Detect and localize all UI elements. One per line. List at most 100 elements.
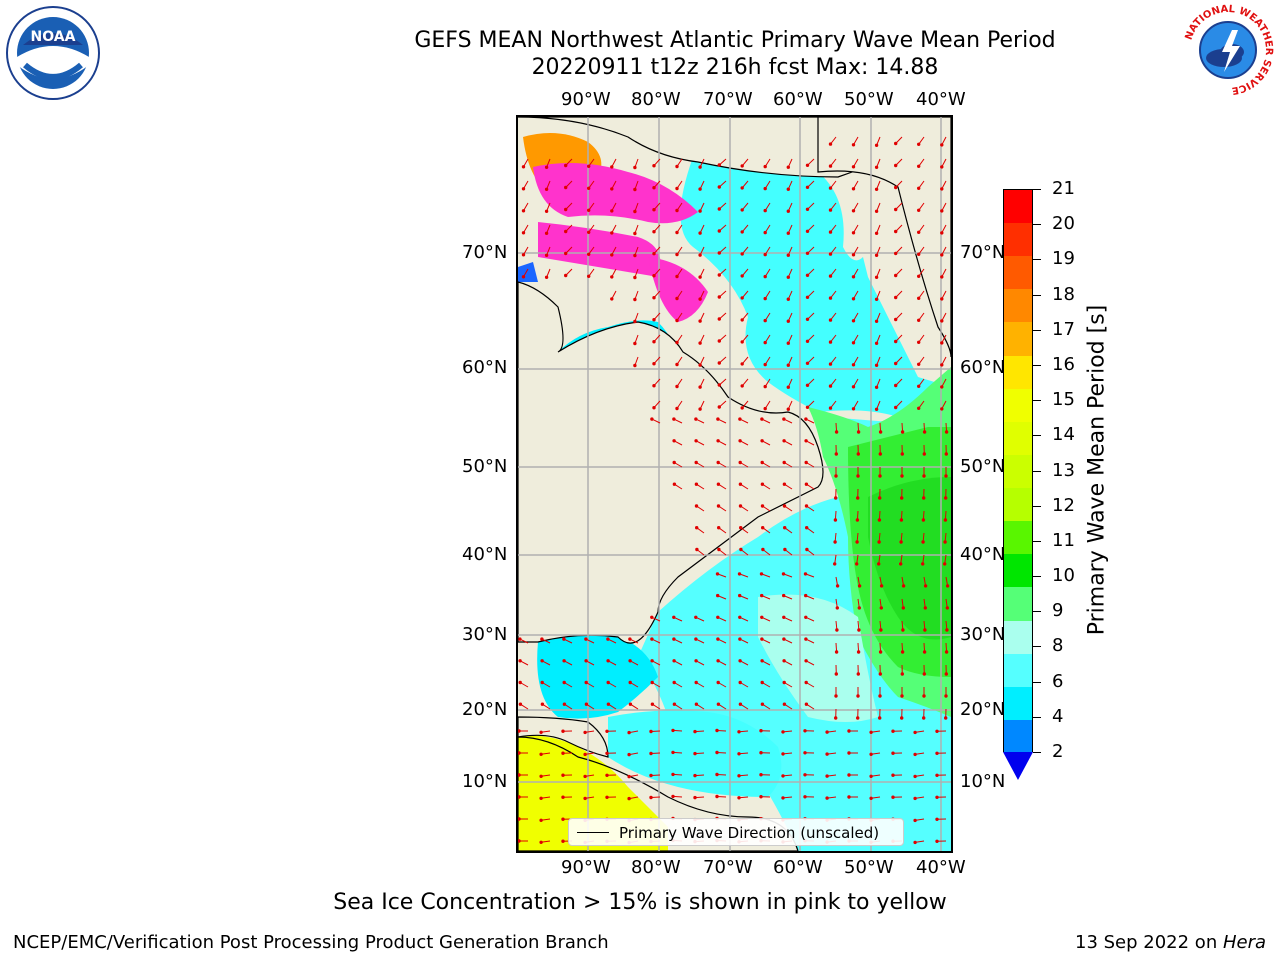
wave-vector-head — [716, 702, 721, 706]
wave-vector-head — [650, 702, 655, 706]
wave-vector-head — [781, 730, 785, 734]
wave-vector-head — [716, 637, 720, 641]
wave-vector-head — [894, 251, 898, 256]
wave-vector-head — [935, 773, 939, 777]
wave-vector-head — [650, 417, 654, 421]
wave-vector-head — [760, 593, 764, 598]
lon-label-bottom-40w: 40°W — [916, 857, 966, 878]
lon-label-top-90w: 90°W — [561, 89, 611, 110]
lat-label-right-20n: 20°N — [960, 699, 1006, 720]
wave-vector-head — [944, 716, 948, 720]
wave-vector-head — [921, 518, 926, 522]
wave-vector-head — [874, 407, 879, 411]
wave-vector-head — [847, 795, 851, 799]
wave-vector-head — [675, 318, 679, 323]
wave-vector-head — [878, 650, 883, 654]
wave-vector-head — [652, 384, 656, 388]
wave-vector-head — [606, 637, 610, 641]
wave-vector-head — [610, 187, 614, 191]
wave-vector-head — [633, 275, 637, 280]
wave-vector-head — [922, 672, 926, 676]
legend-label: Primary Wave Direction (unscaled) — [619, 824, 880, 842]
wave-vector-head — [878, 496, 882, 500]
wave-vector-head — [740, 318, 744, 322]
wave-vector-head — [539, 730, 543, 734]
wave-vector-head — [804, 659, 808, 663]
wave-vector-head — [782, 460, 786, 465]
lat-label-right-30n: 30°N — [960, 624, 1006, 645]
wave-vector-head — [564, 273, 568, 278]
colorbar-tick-mark — [1033, 364, 1041, 366]
wave-vector-head — [694, 615, 698, 619]
wave-vector-head — [544, 187, 549, 192]
wave-vector-head — [759, 751, 763, 755]
wave-vector-head — [900, 430, 905, 434]
wave-vector-head — [675, 208, 679, 213]
wave-vector-head — [803, 795, 807, 799]
wave-vector-head — [738, 460, 742, 465]
colorbar-segment — [1004, 190, 1032, 224]
wave-vector-head — [539, 796, 543, 800]
wave-vector-head — [782, 439, 786, 443]
wave-vector-head — [698, 275, 702, 279]
wave-vector-head — [940, 253, 944, 257]
wave-vector-head — [518, 729, 521, 733]
wave-vector-head — [874, 385, 879, 389]
wave-vector-head — [737, 774, 741, 778]
wave-vector-head — [940, 319, 944, 323]
wave-vector-head — [805, 295, 810, 300]
wave-vector-head — [521, 231, 526, 235]
colorbar-tick-label: 2 — [1052, 741, 1064, 762]
wave-vector-head — [874, 341, 879, 346]
wave-vector-head — [633, 209, 637, 214]
wave-vector-head — [671, 794, 675, 799]
wave-vector-head — [878, 474, 882, 478]
wave-vector-head — [805, 317, 810, 322]
wave-vector-head — [874, 187, 879, 192]
wave-vector-head — [857, 628, 861, 632]
wave-vector-head — [917, 230, 921, 235]
wave-vector-head — [943, 540, 947, 544]
wave-vector-head — [671, 728, 675, 733]
wave-vector-head — [539, 774, 543, 778]
colorbar — [1003, 189, 1033, 754]
wave-vector-head — [944, 430, 949, 434]
wave-vector-head — [540, 659, 544, 663]
wave-vector-head — [562, 680, 566, 685]
wave-vector-head — [694, 504, 699, 508]
wave-vector-head — [610, 165, 614, 169]
map-canvas — [518, 117, 951, 851]
wave-vector-head — [652, 318, 656, 322]
colorbar-segment — [1004, 256, 1032, 290]
wave-vector-head — [805, 361, 810, 366]
wave-vector-head — [561, 795, 565, 799]
wave-vector-head — [913, 818, 917, 823]
wave-vector-head — [940, 165, 944, 169]
wave-vector-head — [633, 187, 637, 192]
wave-vector-head — [786, 275, 790, 279]
wave-vector-head — [675, 340, 679, 345]
wave-vector-head — [899, 540, 903, 544]
wave-vector-head — [763, 340, 767, 345]
wave-vector-head — [649, 795, 653, 800]
wave-vector-head — [805, 163, 810, 167]
wave-vector-head — [944, 496, 948, 500]
wave-vector-head — [833, 540, 837, 544]
wave-vector-head — [583, 796, 587, 801]
wave-vector-head — [672, 659, 676, 663]
wave-vector-head — [782, 659, 786, 663]
wave-vector-head — [716, 417, 720, 421]
colorbar-tick-label: 16 — [1052, 353, 1075, 375]
wave-vector-head — [564, 251, 568, 256]
wave-vector-head — [584, 659, 588, 663]
map-panel[interactable]: Primary Wave Direction (unscaled) — [516, 115, 953, 853]
lat-label-left-20n: 20°N — [462, 699, 508, 720]
wave-vector-head — [940, 297, 944, 301]
wave-vector-head — [783, 526, 787, 530]
wave-vector-head — [786, 253, 790, 257]
colorbar-tick-label: 20 — [1052, 213, 1075, 235]
wave-vector-head — [834, 694, 838, 698]
wave-vector-head — [649, 751, 653, 756]
wave-vector-head — [835, 606, 839, 610]
wave-vector-head — [698, 319, 702, 323]
